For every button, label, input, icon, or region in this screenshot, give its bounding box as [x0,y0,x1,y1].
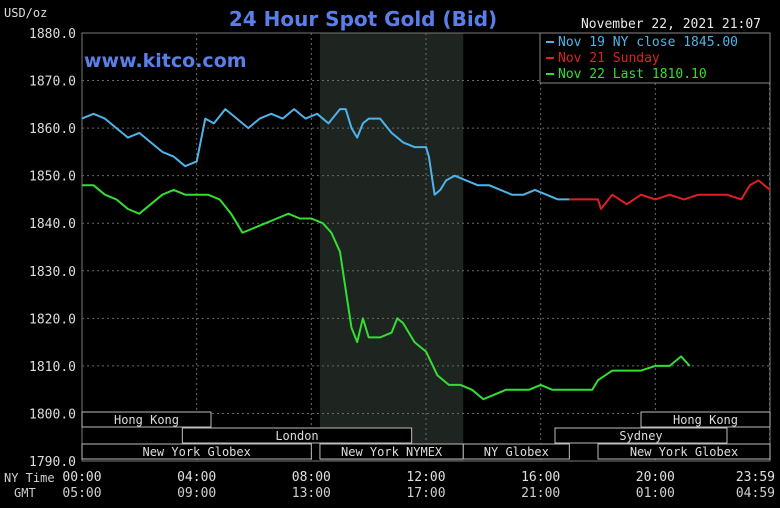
chart-title: 24 Hour Spot Gold (Bid) [229,7,497,31]
session-box: Hong Kong [81,411,212,428]
y-tick-label: 1810.0 [29,360,76,375]
legend-entry: Nov 22 Last 1810.10 [558,67,707,82]
session-box: New York Globex [597,443,771,460]
x-axis-label-gmt: GMT [14,486,36,500]
legend-entry: Nov 21 Sunday [558,51,660,66]
x-tick-label-ny: 16:00 [521,470,560,485]
session-label: NY Globex [484,445,549,459]
session-label: New York Globex [142,445,250,459]
x-axis-label-ny: NY Time [4,471,55,485]
session-label: New York Globex [630,445,738,459]
y-tick-label: 1870.0 [29,75,76,90]
x-tick-label-gmt: 01:00 [636,486,675,501]
session-box: New York NYMEX [319,443,464,460]
y-tick-label: 1850.0 [29,170,76,185]
y-tick-label: 1790.0 [29,455,76,470]
units-label: USD/oz [4,6,47,20]
session-label: Hong Kong [673,413,738,427]
x-tick-label-gmt: 09:00 [177,486,216,501]
session-box: Sydney [554,427,728,444]
session-box: New York Globex [81,443,312,460]
session-box: Hong Kong [640,411,771,428]
y-tick-label: 1830.0 [29,265,76,280]
session-label: New York NYMEX [341,445,443,459]
nymex-highlight-band [319,33,464,461]
x-tick-label-gmt: 13:00 [292,486,331,501]
x-tick-label-ny: 23:59 [736,470,775,485]
x-tick-label-gmt: 21:00 [521,486,560,501]
x-tick-label-ny: 20:00 [636,470,675,485]
y-tick-label: 1860.0 [29,122,76,137]
y-tick-label: 1800.0 [29,407,76,422]
x-tick-label-ny: 12:00 [406,470,445,485]
x-tick-label-gmt: 17:00 [406,486,445,501]
timestamp: November 22, 2021 21:07 [581,17,761,32]
legend-box [539,32,771,84]
session-label: Sydney [619,429,662,443]
session-label: London [275,429,318,443]
session-box: London [181,427,413,444]
session-label: Hong Kong [114,413,179,427]
x-tick-label-gmt: 05:00 [62,486,101,501]
x-tick-label-gmt: 04:59 [736,486,775,501]
series-line [82,184,691,401]
session-box: NY Globex [462,443,570,460]
y-tick-label: 1880.0 [29,27,76,42]
y-tick-label: 1820.0 [29,312,76,327]
kitco-watermark: www.kitco.com [84,50,247,72]
series-line [569,179,771,210]
plot-border [81,32,771,462]
legend-entry: Nov 19 NY close 1845.00 [558,35,738,50]
x-tick-label-ny: 04:00 [177,470,216,485]
x-tick-label-ny: 08:00 [292,470,331,485]
y-tick-label: 1840.0 [29,217,76,232]
series-line [81,108,570,201]
x-tick-label-ny: 00:00 [62,470,101,485]
